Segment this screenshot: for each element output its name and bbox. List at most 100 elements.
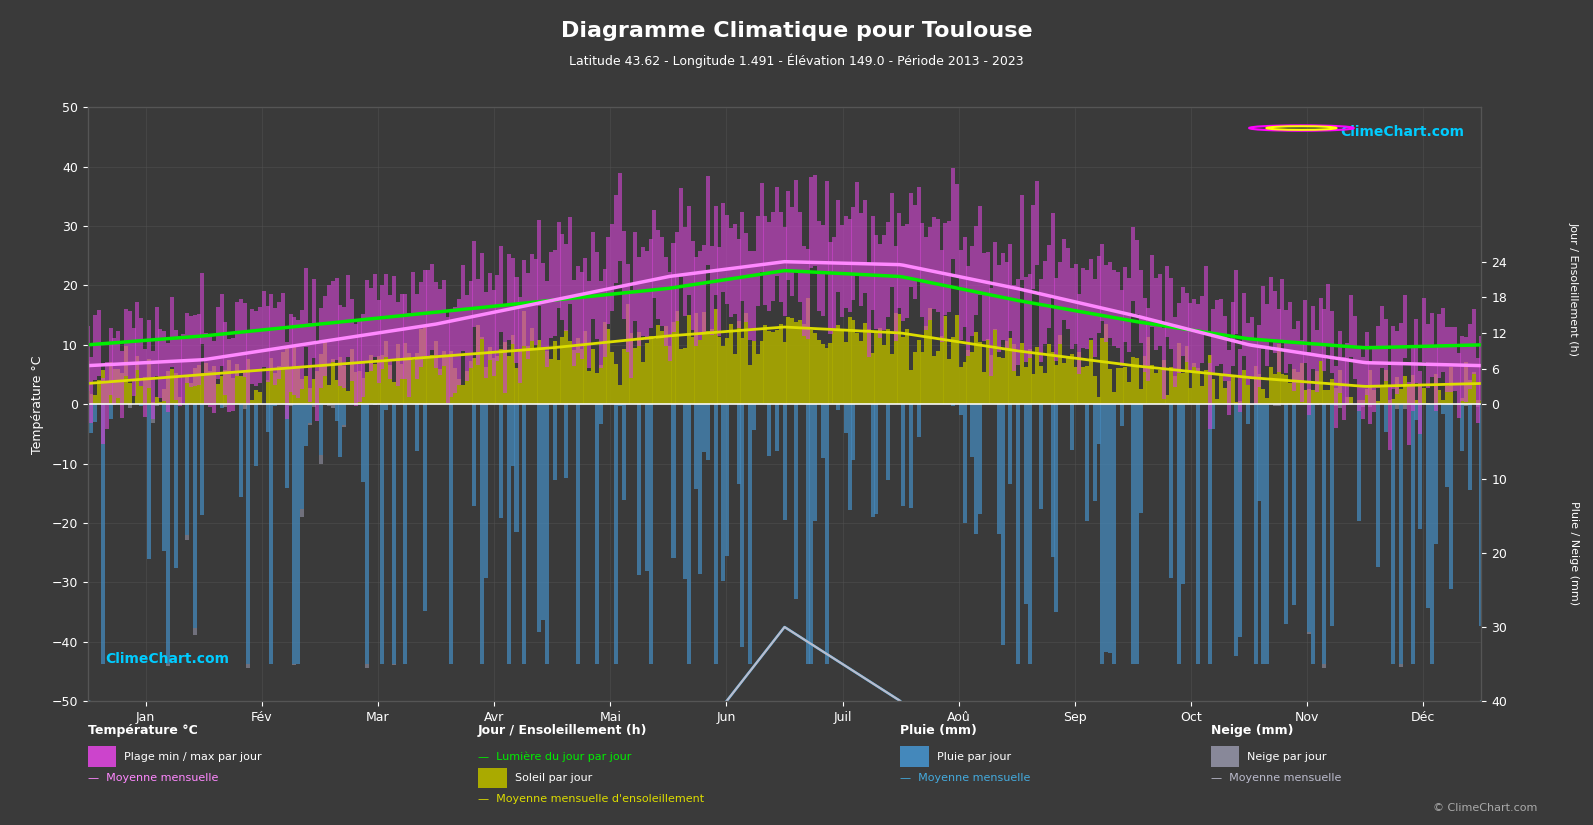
Bar xyxy=(1284,375,1289,404)
Bar xyxy=(127,311,132,379)
Bar xyxy=(209,370,212,404)
Bar xyxy=(967,266,970,356)
Bar xyxy=(392,404,397,664)
Bar xyxy=(1196,304,1200,372)
Bar xyxy=(1303,300,1308,363)
Bar xyxy=(580,271,583,359)
Bar xyxy=(201,373,204,404)
Bar xyxy=(575,266,580,352)
Bar xyxy=(1120,369,1123,404)
Bar xyxy=(223,370,228,404)
Bar xyxy=(1043,374,1047,404)
Bar xyxy=(277,302,280,379)
Bar xyxy=(1388,400,1392,404)
Bar xyxy=(629,290,634,379)
Bar xyxy=(618,172,621,261)
Bar xyxy=(1192,299,1196,367)
Bar xyxy=(653,210,656,299)
Text: Pluie (mm): Pluie (mm) xyxy=(900,724,977,737)
Bar xyxy=(755,354,760,404)
Bar xyxy=(1357,349,1360,411)
Bar xyxy=(883,346,886,404)
Bar xyxy=(632,347,637,404)
Bar xyxy=(1012,285,1016,371)
Bar xyxy=(771,212,776,301)
Bar xyxy=(840,329,844,404)
Bar xyxy=(730,324,733,404)
Bar xyxy=(1223,389,1227,404)
Bar xyxy=(487,347,492,404)
Bar xyxy=(304,404,307,446)
Bar xyxy=(499,246,503,332)
Bar xyxy=(166,664,170,666)
Bar xyxy=(1418,385,1423,404)
Bar xyxy=(288,314,293,392)
Bar xyxy=(730,228,733,317)
Bar xyxy=(978,404,981,514)
Bar xyxy=(653,338,656,404)
Bar xyxy=(1399,323,1403,386)
Bar xyxy=(878,243,883,337)
Bar xyxy=(1172,375,1177,404)
Bar xyxy=(327,385,331,404)
Bar xyxy=(787,317,790,404)
Bar xyxy=(1047,344,1051,404)
Bar xyxy=(894,313,897,404)
Bar xyxy=(997,357,1000,404)
Bar xyxy=(1338,331,1341,393)
Bar xyxy=(1319,361,1322,404)
Bar xyxy=(376,356,381,404)
Bar xyxy=(331,404,335,408)
Bar xyxy=(266,404,269,432)
Bar xyxy=(215,307,220,379)
Bar xyxy=(1074,367,1077,404)
Bar xyxy=(430,264,435,351)
Bar xyxy=(484,367,487,404)
Bar xyxy=(327,404,331,407)
Text: —  Lumière du jour par jour: — Lumière du jour par jour xyxy=(478,752,631,761)
Bar xyxy=(296,320,299,398)
Bar xyxy=(315,371,319,404)
Bar xyxy=(457,379,460,404)
Bar xyxy=(733,224,738,314)
Bar xyxy=(599,280,602,368)
Bar xyxy=(959,250,962,340)
Bar xyxy=(1077,351,1082,404)
Bar xyxy=(454,368,457,404)
Bar xyxy=(1461,404,1464,451)
Bar xyxy=(626,304,629,404)
Bar xyxy=(242,303,247,377)
Bar xyxy=(1322,390,1327,404)
Bar xyxy=(1330,310,1335,373)
Bar xyxy=(185,404,190,535)
Bar xyxy=(1469,324,1472,389)
Bar xyxy=(962,404,967,523)
Bar xyxy=(319,404,323,455)
Bar xyxy=(151,403,155,404)
Bar xyxy=(852,207,855,300)
Bar xyxy=(1172,317,1177,387)
Bar xyxy=(1426,403,1431,404)
Bar xyxy=(1215,399,1219,404)
Bar xyxy=(193,369,198,404)
Bar xyxy=(357,370,362,404)
Bar xyxy=(288,404,293,406)
Bar xyxy=(782,342,787,404)
Bar xyxy=(162,389,166,404)
Bar xyxy=(269,404,274,664)
Bar xyxy=(484,404,487,578)
Bar xyxy=(1281,279,1284,342)
Bar xyxy=(629,333,634,404)
Bar xyxy=(812,404,817,521)
Bar xyxy=(978,342,981,404)
Bar xyxy=(389,365,392,404)
Bar xyxy=(1109,404,1112,653)
Bar xyxy=(572,350,577,404)
Bar xyxy=(201,273,204,345)
Bar xyxy=(1012,344,1016,404)
Bar xyxy=(1475,358,1480,423)
Bar xyxy=(940,250,943,342)
Bar xyxy=(932,356,937,404)
Bar xyxy=(613,364,618,404)
Bar xyxy=(771,332,776,404)
